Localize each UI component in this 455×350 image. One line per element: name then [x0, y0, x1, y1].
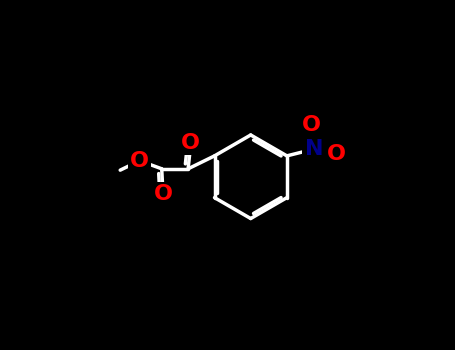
Text: O: O [130, 151, 149, 171]
Text: O: O [302, 116, 321, 135]
Text: O: O [181, 133, 200, 153]
Text: N: N [304, 139, 323, 159]
Text: O: O [327, 144, 346, 164]
Text: O: O [153, 184, 172, 204]
